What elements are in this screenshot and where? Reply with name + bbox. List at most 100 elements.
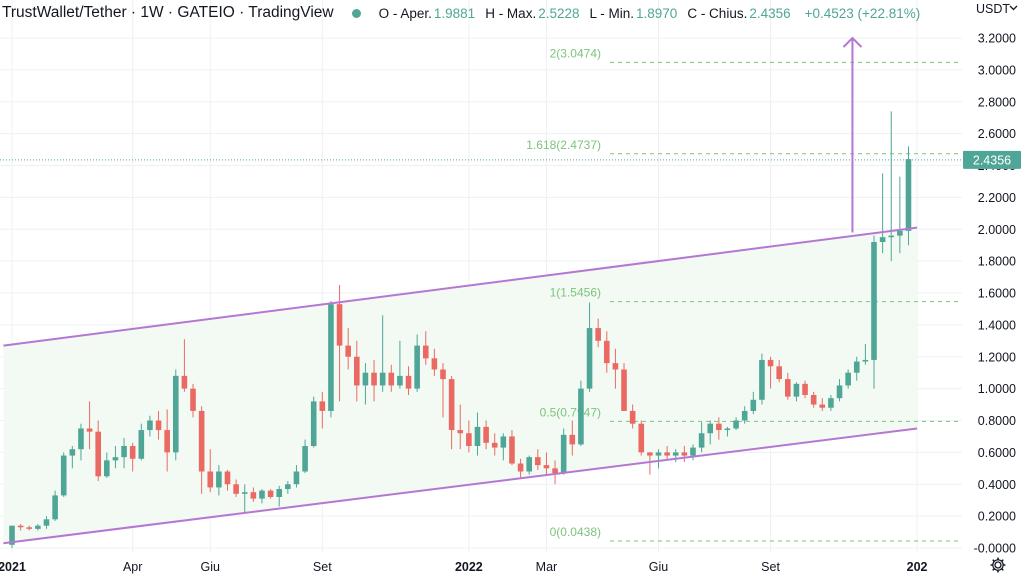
candle-body: [147, 420, 153, 431]
symbol-title[interactable]: TrustWallet/Tether · 1W · GATEIO · Tradi…: [2, 4, 334, 21]
change-value: +0.4523 (+22.81%): [804, 5, 921, 21]
candle-body: [672, 452, 679, 456]
fib-level-label: 2(3.0474): [550, 46, 601, 60]
currency-selector[interactable]: USDT: [976, 2, 1018, 16]
candle-body: [595, 328, 601, 341]
candle-body: [819, 404, 826, 408]
candle-body: [862, 359, 869, 362]
price-tick-label: 3.2000: [978, 32, 1016, 46]
candle-body: [405, 375, 412, 389]
candle-body: [724, 428, 731, 431]
candle-body: [828, 398, 834, 408]
last-price-badge: 2.4356: [963, 150, 1021, 169]
candle-body: [836, 385, 843, 399]
candle-body: [759, 359, 765, 400]
candle-body: [345, 345, 351, 357]
price-tick-label: -0.0000: [974, 542, 1016, 556]
candle-body: [793, 383, 800, 397]
chevron-down-icon[interactable]: [1009, 5, 1018, 11]
candle-body: [43, 519, 50, 526]
target-arrow[interactable]: [842, 36, 863, 233]
candle-body: [612, 363, 619, 370]
candle-body: [535, 457, 541, 466]
candle-body: [888, 235, 895, 238]
candle-body: [17, 525, 24, 528]
candle-body: [776, 366, 782, 380]
channel-fill-area: [3, 227, 918, 544]
candle-body: [155, 420, 162, 431]
candle-body: [638, 423, 645, 453]
price-tick-label: 1.2000: [978, 350, 1016, 364]
candle-body: [560, 434, 567, 474]
fib-level-label: 1.618(2.4737): [526, 138, 601, 152]
price-tick-label: 1.8000: [978, 255, 1016, 269]
price-axis-panel[interactable]: [962, 0, 1024, 574]
candle-body: [362, 372, 369, 386]
time-tick-label: Apr: [123, 560, 142, 574]
price-tick-label: 1.0000: [978, 382, 1016, 396]
price-tick-label: 1.4000: [978, 318, 1016, 332]
candle-body: [129, 446, 136, 459]
currency-label[interactable]: USDT: [976, 2, 1010, 16]
price-tick-label: 1.6000: [978, 287, 1016, 301]
high-value: 2.5228: [538, 5, 580, 21]
candle-body: [95, 431, 101, 477]
candle-body: [35, 525, 41, 529]
time-tick-label: 2022: [455, 560, 483, 574]
candle-body: [388, 372, 395, 386]
candle-body: [474, 426, 481, 446]
candle-body: [500, 436, 507, 448]
candle-body: [293, 471, 300, 485]
candle-body: [267, 490, 274, 497]
candle-body: [750, 399, 757, 411]
price-tick-label: 3.0000: [978, 63, 1016, 77]
candle-body: [716, 423, 722, 431]
candle-body: [86, 428, 93, 432]
gear-icon[interactable]: [990, 557, 1006, 573]
candle-body: [543, 465, 550, 469]
target-arrow-head[interactable]: [842, 36, 863, 48]
fibonacci-extension[interactable]: 2(3.0474) 1.618(2.4737) 1(1.5456) 0.5(0.794…: [526, 46, 962, 542]
candle-body: [207, 471, 214, 488]
candle-body: [629, 410, 636, 424]
candle-body: [26, 527, 33, 529]
candle-body: [354, 356, 360, 386]
time-tick-label: Giu: [201, 560, 221, 574]
candle-body: [414, 345, 420, 389]
time-axis-panel[interactable]: [0, 552, 1024, 574]
price-tick-label: 0.6000: [978, 446, 1016, 460]
time-tick-label: 202: [907, 560, 928, 574]
candle-body: [569, 434, 576, 445]
price-tick-label: 2.8000: [978, 95, 1016, 109]
candle-body: [216, 471, 222, 488]
candle-body: [60, 455, 67, 496]
market-status-dot: [351, 8, 361, 18]
candle-body: [310, 401, 317, 446]
price-axis[interactable]: 3.20003.00002.80002.60002.40002.20002.00…: [974, 32, 1016, 556]
close-value: 2.4356: [749, 5, 791, 21]
price-tick-label: 0.8000: [978, 414, 1016, 428]
candle-body: [9, 525, 15, 545]
candle-body: [733, 420, 739, 429]
price-tick-label: 0.4000: [978, 478, 1016, 492]
candle-body: [276, 489, 283, 497]
channel-upper-line[interactable]: [3, 226, 918, 347]
candle-body: [112, 457, 119, 461]
candle-body: [603, 340, 610, 364]
price-channel[interactable]: [3, 226, 918, 545]
price-tick-label: 2.6000: [978, 127, 1016, 141]
candle-body: [397, 375, 403, 386]
channel-lower-line[interactable]: [3, 427, 918, 545]
time-tick-label: Set: [761, 560, 780, 574]
candle-body: [457, 430, 464, 434]
time-axis[interactable]: 2021 Apr Giu Set 2022 Mar Giu Set 202: [0, 560, 928, 574]
candle-body: [78, 428, 84, 450]
fib-level-label: 0(0.0438): [550, 525, 601, 539]
candle-body: [121, 446, 127, 458]
price-tick-label: 2.2000: [978, 191, 1016, 205]
candle-body: [578, 388, 584, 445]
candle-body: [690, 447, 696, 456]
candle-body: [198, 410, 205, 472]
candle-body: [69, 449, 76, 456]
